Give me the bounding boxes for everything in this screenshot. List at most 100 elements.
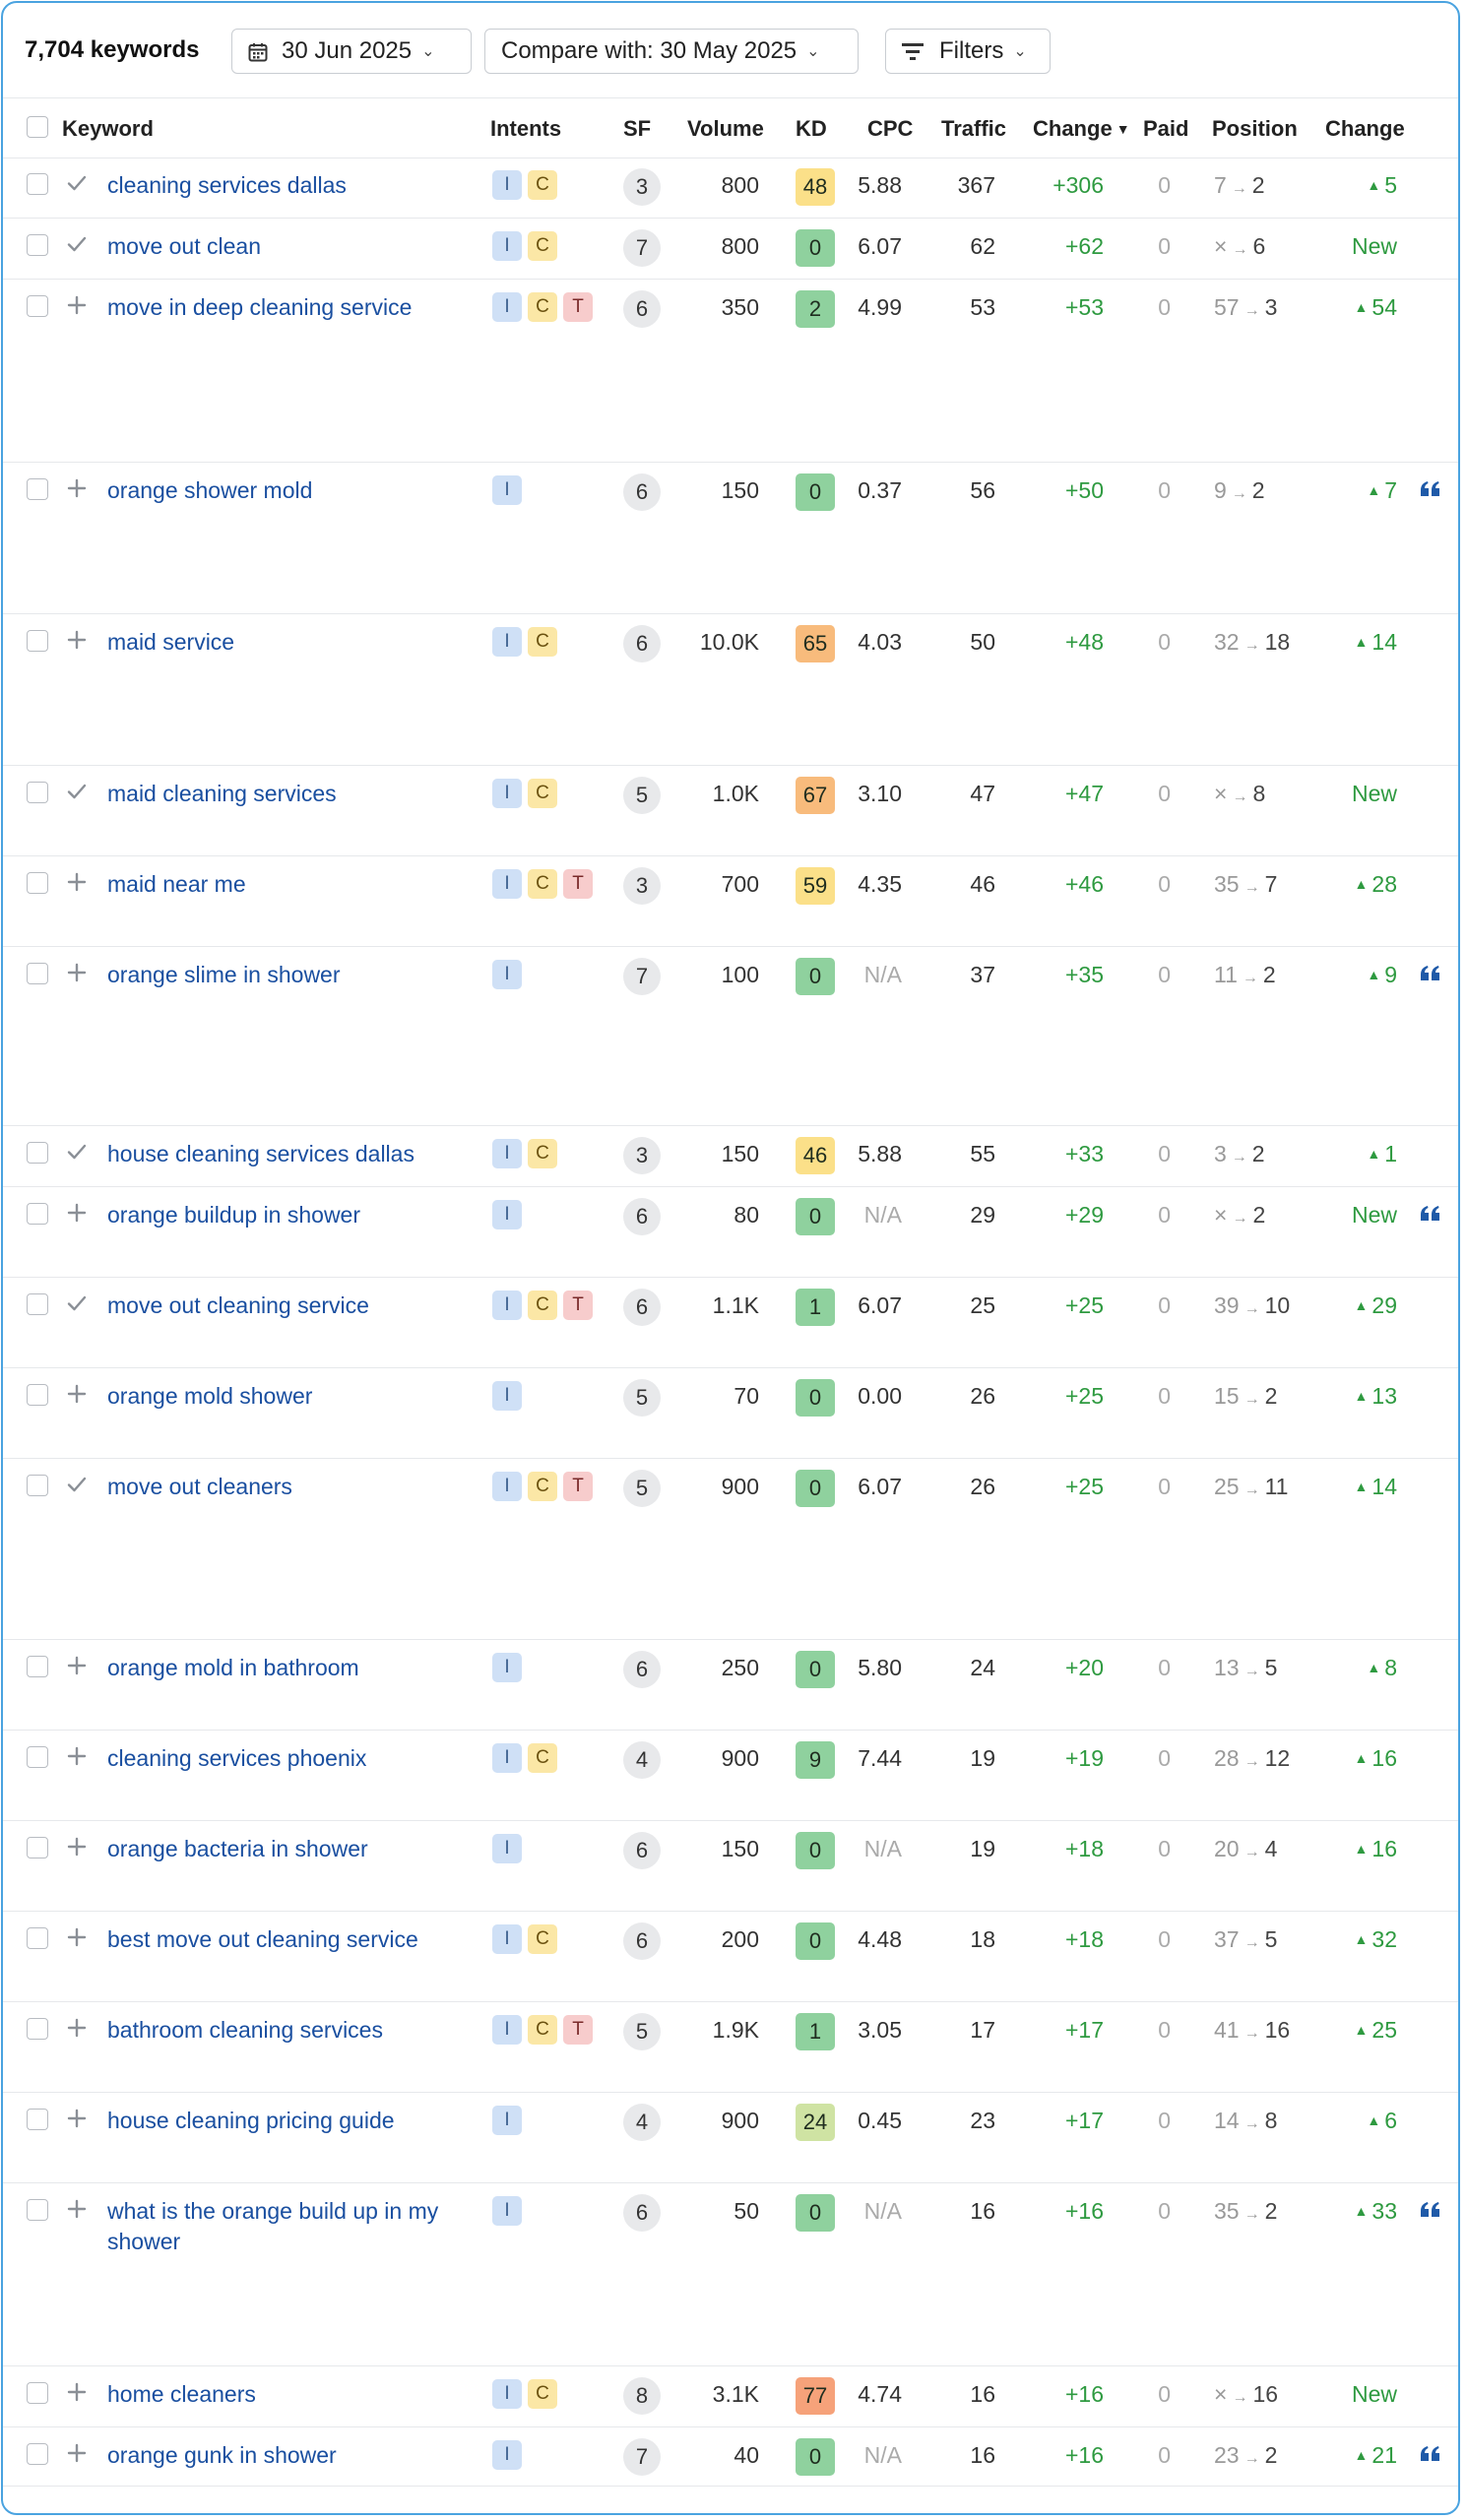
row-checkbox[interactable] — [27, 1384, 48, 1406]
col-intents[interactable]: Intents — [490, 116, 562, 141]
sf-badge[interactable]: 7 — [623, 2438, 661, 2476]
keyword-link[interactable]: maid near me — [107, 871, 246, 897]
sf-badge[interactable]: 6 — [623, 1922, 661, 1960]
sf-badge[interactable]: 6 — [623, 473, 661, 511]
sf-badge[interactable]: 6 — [623, 2194, 661, 2232]
col-position-change[interactable]: Change — [1325, 116, 1405, 141]
add-icon[interactable] — [64, 1655, 90, 1680]
add-icon[interactable] — [64, 1383, 90, 1409]
keyword-link[interactable]: cleaning services phoenix — [107, 1745, 367, 1771]
row-checkbox[interactable] — [27, 630, 48, 652]
row-checkbox[interactable] — [27, 234, 48, 256]
row-checkbox[interactable] — [27, 782, 48, 803]
add-icon[interactable] — [64, 2442, 90, 2468]
col-paid[interactable]: Paid — [1143, 116, 1189, 141]
col-position[interactable]: Position — [1212, 116, 1298, 141]
add-icon[interactable] — [64, 2108, 90, 2133]
add-icon[interactable] — [64, 2198, 90, 2224]
row-checkbox[interactable] — [27, 295, 48, 317]
add-icon[interactable] — [64, 871, 90, 897]
row-checkbox[interactable] — [27, 1203, 48, 1225]
sf-badge[interactable]: 6 — [623, 625, 661, 662]
add-icon[interactable] — [64, 294, 90, 320]
sf-badge[interactable]: 3 — [623, 168, 661, 206]
ai-overview-quote-icon[interactable] — [1419, 2200, 1444, 2224]
keyword-link[interactable]: cleaning services dallas — [107, 172, 347, 198]
keyword-link[interactable]: move out cleaning service — [107, 1292, 369, 1318]
compare-date-button[interactable]: Compare with: 30 May 2025 ⌄ — [484, 29, 859, 74]
row-checkbox[interactable] — [27, 2199, 48, 2221]
add-icon[interactable] — [64, 1745, 90, 1771]
keyword-link[interactable]: orange mold in bathroom — [107, 1655, 359, 1680]
sf-badge[interactable]: 4 — [623, 2104, 661, 2141]
ai-overview-quote-icon[interactable] — [1419, 479, 1444, 503]
ai-overview-quote-icon[interactable] — [1419, 2444, 1444, 2468]
keyword-link[interactable]: what is the orange build up in my shower — [107, 2198, 439, 2254]
row-checkbox[interactable] — [27, 2109, 48, 2130]
date-picker-button[interactable]: 30 Jun 2025 ⌄ — [231, 29, 472, 74]
row-checkbox[interactable] — [27, 1142, 48, 1164]
sf-badge[interactable]: 5 — [623, 777, 661, 814]
col-cpc[interactable]: CPC — [867, 116, 914, 141]
keyword-link[interactable]: maid service — [107, 629, 235, 655]
sf-badge[interactable]: 5 — [623, 2013, 661, 2050]
sf-badge[interactable]: 7 — [623, 958, 661, 995]
keyword-link[interactable]: home cleaners — [107, 2381, 256, 2407]
keyword-link[interactable]: move out clean — [107, 233, 261, 259]
sf-badge[interactable]: 5 — [623, 1470, 661, 1507]
keyword-link[interactable]: best move out cleaning service — [107, 1926, 418, 1952]
add-icon[interactable] — [64, 2381, 90, 2407]
sf-badge[interactable]: 7 — [623, 229, 661, 267]
add-icon[interactable] — [64, 477, 90, 503]
keyword-link[interactable]: orange shower mold — [107, 477, 313, 503]
sf-badge[interactable]: 4 — [623, 1741, 661, 1779]
sf-badge[interactable]: 6 — [623, 1289, 661, 1326]
keyword-link[interactable]: orange mold shower — [107, 1383, 313, 1409]
keyword-link[interactable]: bathroom cleaning services — [107, 2017, 383, 2043]
col-volume[interactable]: Volume — [687, 116, 764, 141]
keyword-link[interactable]: house cleaning services dallas — [107, 1141, 415, 1166]
col-traffic[interactable]: Traffic — [941, 116, 1007, 141]
sf-badge[interactable]: 3 — [623, 1137, 661, 1174]
row-checkbox[interactable] — [27, 1293, 48, 1315]
sf-badge[interactable]: 6 — [623, 1651, 661, 1688]
add-icon[interactable] — [64, 629, 90, 655]
col-change-sorted[interactable]: Change ▼ — [1033, 116, 1130, 142]
keyword-link[interactable]: orange buildup in shower — [107, 1202, 361, 1228]
sf-badge[interactable]: 3 — [623, 867, 661, 905]
col-keyword[interactable]: Keyword — [62, 116, 154, 141]
keyword-link[interactable]: orange slime in shower — [107, 962, 341, 987]
ai-overview-quote-icon[interactable] — [1419, 1204, 1444, 1228]
keyword-link[interactable]: move out cleaners — [107, 1474, 292, 1499]
add-icon[interactable] — [64, 1926, 90, 1952]
row-checkbox[interactable] — [27, 478, 48, 500]
add-icon[interactable] — [64, 1202, 90, 1228]
row-checkbox[interactable] — [27, 1475, 48, 1496]
row-checkbox[interactable] — [27, 1837, 48, 1858]
keyword-link[interactable]: orange bacteria in shower — [107, 1836, 368, 1861]
add-icon[interactable] — [64, 1836, 90, 1861]
row-checkbox[interactable] — [27, 1927, 48, 1949]
row-checkbox[interactable] — [27, 2443, 48, 2465]
row-checkbox[interactable] — [27, 173, 48, 195]
row-checkbox[interactable] — [27, 872, 48, 894]
keyword-link[interactable]: move in deep cleaning service — [107, 294, 413, 320]
col-sf[interactable]: SF — [623, 116, 652, 141]
row-checkbox[interactable] — [27, 1746, 48, 1768]
add-icon[interactable] — [64, 2017, 90, 2043]
sf-badge[interactable]: 6 — [623, 1832, 661, 1869]
select-all-checkbox[interactable] — [27, 116, 48, 138]
sf-badge[interactable]: 5 — [623, 1379, 661, 1417]
add-icon[interactable] — [64, 962, 90, 987]
row-checkbox[interactable] — [27, 2018, 48, 2040]
sf-badge[interactable]: 6 — [623, 290, 661, 328]
keyword-link[interactable]: house cleaning pricing guide — [107, 2108, 395, 2133]
keyword-link[interactable]: maid cleaning services — [107, 781, 337, 806]
row-checkbox[interactable] — [27, 2382, 48, 2404]
ai-overview-quote-icon[interactable] — [1419, 964, 1444, 987]
col-kd[interactable]: KD — [796, 116, 827, 141]
filters-button[interactable]: Filters ⌄ — [885, 29, 1051, 74]
row-checkbox[interactable] — [27, 1656, 48, 1677]
row-checkbox[interactable] — [27, 963, 48, 984]
keyword-link[interactable]: orange gunk in shower — [107, 2442, 337, 2468]
